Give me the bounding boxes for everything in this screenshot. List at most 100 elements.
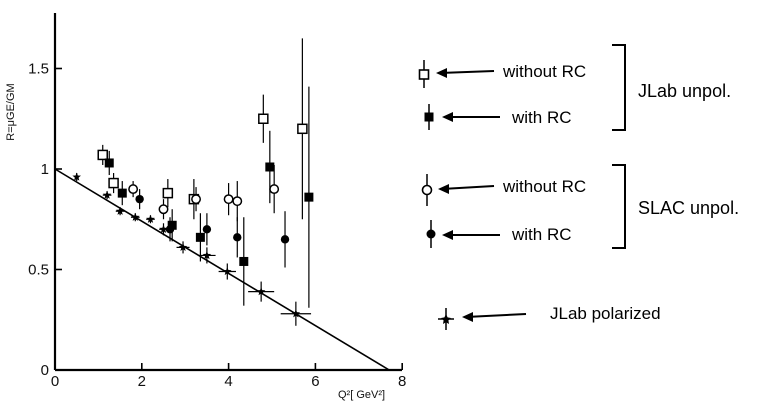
data-point (202, 213, 212, 246)
series-star (72, 172, 312, 326)
fit-line-group (54, 168, 390, 371)
marker-open-circle (191, 194, 202, 205)
marker-filled-circle (202, 225, 212, 234)
data-point (102, 190, 112, 200)
data-point (297, 38, 308, 220)
data-point (128, 181, 139, 198)
data-point (130, 212, 140, 222)
marker-filled-square (117, 188, 127, 198)
legend-group-slac-unpol: SLAC unpol. (638, 198, 739, 218)
x-tick-label: 8 (398, 373, 406, 390)
marker-filled-square (239, 256, 249, 266)
marker-open-square (162, 187, 174, 199)
data-point (162, 179, 174, 208)
marker-filled-circle (135, 194, 144, 204)
data-point (248, 281, 275, 302)
legend-marker-filled-circle (426, 220, 436, 248)
marker-open-circle (158, 204, 169, 215)
data-point (195, 213, 205, 262)
legend-arrow (442, 112, 500, 122)
x-tick-label: 6 (311, 373, 319, 390)
series-filled-circle (135, 189, 290, 268)
data-point (280, 301, 312, 326)
data-point (191, 187, 202, 212)
marker-filled-square (167, 220, 177, 230)
data-point (72, 172, 81, 182)
legend: without RC with RC JLab unpol. without R… (418, 44, 739, 330)
data-point (223, 183, 234, 216)
data-point (280, 211, 290, 268)
legend-label-slac-without-rc: without RC (502, 177, 586, 196)
marker-filled-circle (165, 225, 175, 234)
legend-marker-star (438, 308, 454, 330)
series-filled-square (104, 86, 314, 308)
marker-open-circle (128, 184, 139, 195)
data-point (117, 181, 127, 206)
marker-star (223, 267, 232, 276)
data-point (108, 173, 119, 194)
marker-star (72, 172, 81, 181)
legend-arrow (436, 68, 495, 78)
marker-open-square (258, 113, 269, 124)
marker-filled-square (265, 162, 275, 172)
data-point (158, 199, 169, 220)
data-point (176, 241, 190, 254)
legend-marker-filled-square (424, 104, 434, 130)
marker-star (291, 309, 301, 318)
legend-label-jlab-with-rc: with RC (511, 108, 572, 127)
marker-filled-square (304, 192, 314, 202)
marker-filled-circle (280, 235, 290, 244)
fit-line (54, 168, 390, 371)
marker-star (178, 242, 188, 252)
marker-star (202, 250, 212, 260)
legend-bracket-jlab (612, 44, 626, 131)
data-point (239, 217, 249, 306)
data-point (104, 150, 114, 176)
marker-open-circle (232, 196, 243, 207)
marker-open-square (297, 123, 308, 135)
marker-filled-square (104, 158, 114, 168)
tick-group: 0 2 4 6 8 0 0.5 1 1.5 (28, 61, 406, 391)
legend-label-jlab-without-rc: without RC (502, 62, 586, 81)
x-axis-title: Q²[ GeV²] (338, 389, 385, 401)
marker-star (159, 224, 168, 233)
data-point (233, 217, 242, 258)
y-tick-label: 1 (41, 161, 49, 178)
legend-bracket-slac (612, 164, 626, 249)
data-point (269, 164, 280, 214)
data-point (304, 86, 314, 308)
marker-open-square (108, 177, 119, 189)
data-point (198, 247, 216, 264)
data-point (165, 217, 175, 242)
marker-star (115, 206, 125, 215)
data-point (135, 189, 144, 210)
legend-group-jlab-unpol: JLab unpol. (638, 81, 731, 101)
y-tick-label: 1.5 (28, 61, 49, 78)
marker-filled-circle (233, 233, 242, 242)
legend-marker-open-square (418, 60, 430, 88)
data-point (97, 144, 108, 165)
data-point (146, 214, 155, 224)
data-point (258, 94, 269, 143)
y-tick-label: 0.5 (28, 262, 49, 279)
legend-arrow (442, 230, 500, 240)
marker-star (102, 190, 112, 199)
data-point (115, 206, 125, 216)
x-tick-label: 4 (224, 373, 232, 390)
marker-open-circle (223, 194, 234, 205)
marker-star (146, 214, 155, 223)
marker-filled-square (195, 232, 205, 242)
data-point (167, 209, 177, 242)
data-point (232, 181, 243, 222)
y-tick-label: 0 (41, 362, 49, 379)
series-open-circle (128, 164, 280, 222)
marker-open-circle (269, 184, 280, 195)
marker-open-square (97, 149, 108, 161)
x-tick-label: 2 (138, 373, 146, 390)
data-points-group (72, 38, 314, 326)
legend-label-jlab-polarized: JLab polarized (550, 304, 661, 323)
marker-star (131, 212, 140, 221)
legend-arrow (462, 312, 527, 322)
y-axis-title: R=μGE/GM (5, 83, 17, 140)
